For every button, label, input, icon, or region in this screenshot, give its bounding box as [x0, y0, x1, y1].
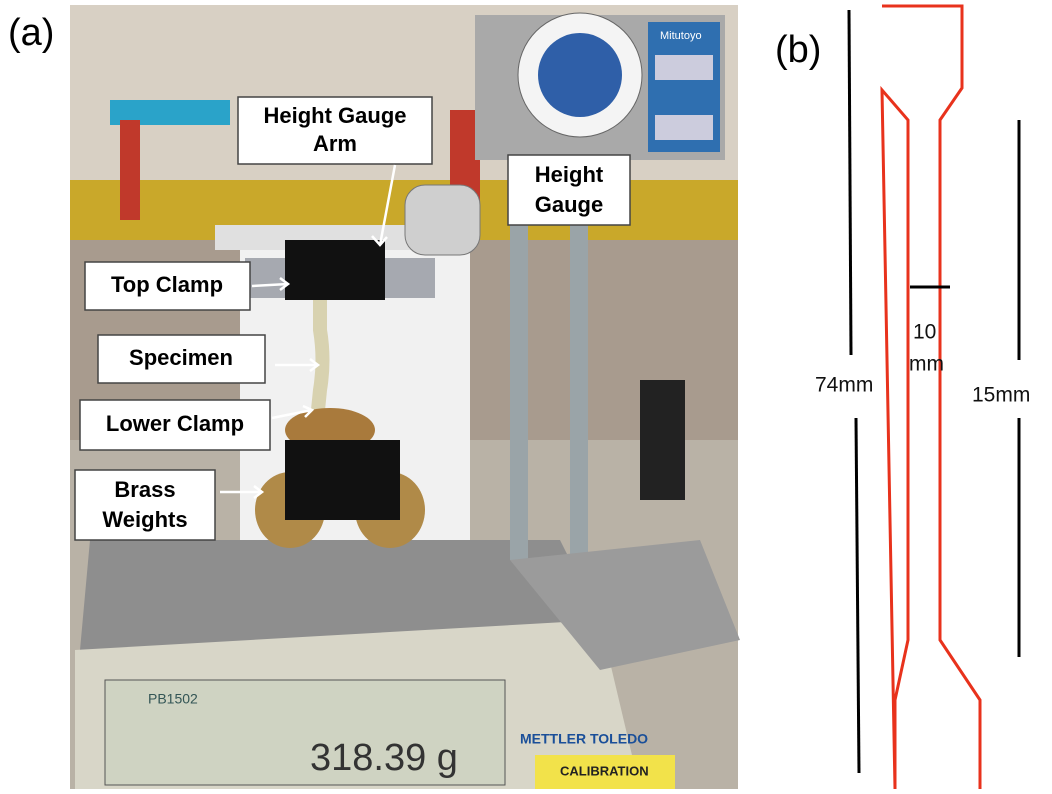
photo-text: Mitutoyo [660, 30, 702, 42]
annotation-text: Height [535, 162, 604, 187]
annotation-text: Weights [102, 507, 187, 532]
figure: PB1502 318.39 g METTLER TOLEDO Mitutoyo … [0, 0, 1052, 789]
dimension-label: 15mm [972, 384, 1030, 407]
photo-text: 318.39 g [310, 737, 458, 779]
specimen-outline [882, 6, 980, 789]
dimension-label: 74mm [815, 374, 873, 397]
annotation-text: Arm [313, 131, 357, 156]
dimension-label: 10 [913, 321, 936, 344]
photo-text: CALIBRATION [560, 763, 649, 778]
annotation-text: Lower Clamp [106, 411, 244, 436]
annotation: Height Gauge [508, 155, 630, 225]
annotation-text: Top Clamp [111, 272, 223, 297]
panel-label: (b) [775, 29, 821, 71]
annotation-text: Specimen [129, 345, 233, 370]
photo-text: METTLER TOLEDO [520, 731, 648, 747]
dimension-label: mm [909, 353, 944, 376]
annotation-text: Brass [114, 477, 175, 502]
annotation-text: Height Gauge [263, 103, 406, 128]
panel-label: (a) [8, 12, 54, 54]
photo-text: PB1502 [148, 691, 198, 707]
annotation-text: Gauge [535, 192, 603, 217]
